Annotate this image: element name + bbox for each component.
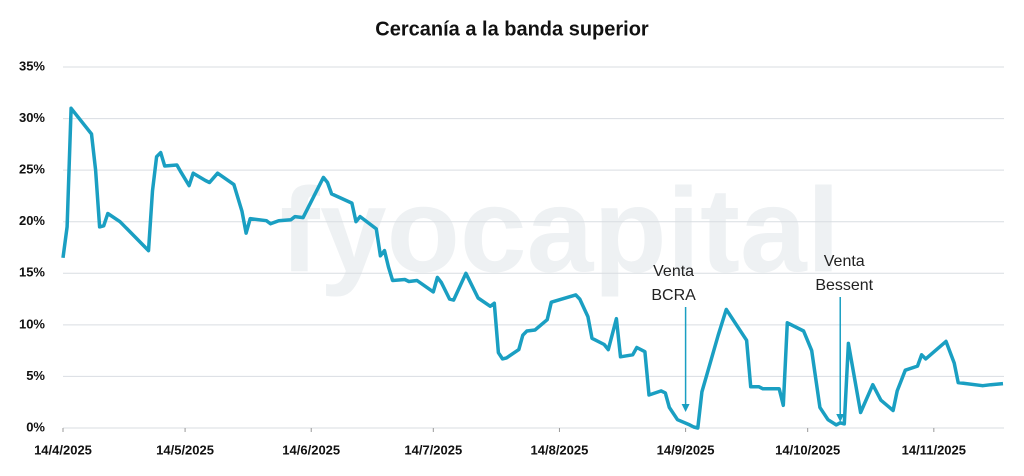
annotation-text: Bessent	[815, 277, 873, 294]
annotation-arrowhead	[836, 414, 845, 422]
chart-title: Cercanía a la banda superior	[375, 18, 649, 40]
annotation-arrowhead	[681, 404, 690, 412]
y-tick-label: 10%	[19, 316, 45, 331]
y-tick-label: 15%	[19, 265, 45, 280]
x-tick-label: 14/7/2025	[404, 442, 462, 457]
y-tick-label: 0%	[26, 419, 45, 434]
watermark: fyocapital	[280, 164, 840, 298]
y-tick-label: 5%	[26, 368, 45, 383]
x-tick-label: 14/6/2025	[282, 442, 340, 457]
annotation-text: Venta	[653, 263, 694, 280]
y-tick-label: 30%	[19, 110, 45, 125]
data-line	[61, 106, 1004, 430]
x-tick-label: 14/4/2025	[34, 442, 92, 457]
y-tick-label: 25%	[19, 162, 45, 177]
x-tick-label: 14/5/2025	[156, 442, 214, 457]
annotation-text: Venta	[824, 253, 865, 270]
x-tick-label: 14/9/2025	[657, 442, 715, 457]
annotation-text: BCRA	[651, 287, 696, 304]
x-tick-label: 14/8/2025	[531, 442, 589, 457]
y-tick-label: 20%	[19, 213, 45, 228]
y-tick-label: 35%	[19, 58, 45, 73]
x-tick-label: 14/10/2025	[775, 442, 840, 457]
x-tick-label: 14/11/2025	[902, 442, 966, 457]
